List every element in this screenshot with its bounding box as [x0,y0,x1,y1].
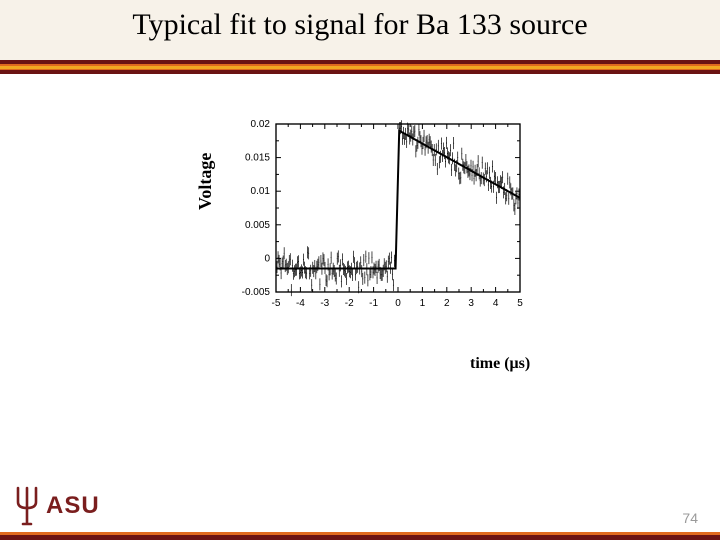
svg-text:-3: -3 [320,298,329,309]
slide-title: Typical fit to signal for Ba 133 source [0,8,720,42]
svg-text:3: 3 [468,298,474,309]
svg-text:5: 5 [517,298,523,309]
slide: Typical fit to signal for Ba 133 source … [0,0,720,540]
footer-band [0,532,720,540]
svg-text:0: 0 [264,253,270,264]
svg-text:-5: -5 [272,298,281,309]
x-axis-caption: time (μs) [470,355,530,373]
pitchfork-icon [14,486,40,526]
svg-text:1: 1 [420,298,426,309]
svg-text:0.015: 0.015 [245,153,270,164]
svg-text:2: 2 [444,298,450,309]
asu-logo: ASU [14,486,100,526]
svg-text:0.02: 0.02 [251,120,271,130]
svg-text:-0.005: -0.005 [242,287,271,298]
svg-text:-1: -1 [369,298,378,309]
svg-text:-4: -4 [296,298,305,309]
logo-text: ASU [46,492,100,520]
svg-text:0.005: 0.005 [245,220,270,231]
page-number: 74 [682,510,698,526]
svg-text:0.01: 0.01 [251,186,271,197]
svg-text:-2: -2 [345,298,354,309]
svg-text:0: 0 [395,298,401,309]
y-axis-label: Voltage [195,153,216,210]
accent-band [0,60,720,74]
signal-chart: -5 -4 -3 -2 -1 0 1 2 3 4 5 -0.005 0 0.005 0.01 0.015 0.0… [226,120,526,320]
svg-text:4: 4 [493,298,499,309]
